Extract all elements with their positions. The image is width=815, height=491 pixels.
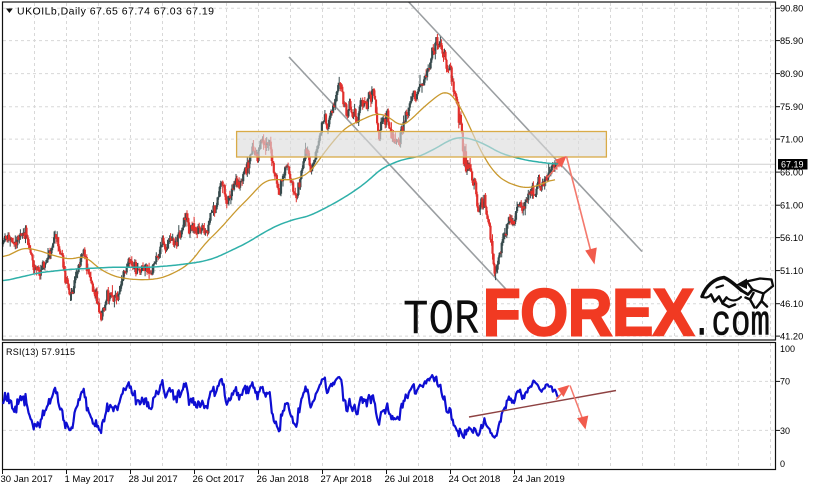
svg-text:UKOILb,Daily 67.65 67.74 67.0: UKOILb,Daily 67.65 67.74 67.03 67.19 [17, 6, 214, 18]
svg-text:67.19: 67.19 [781, 160, 804, 170]
svg-text:28 Jul 2017: 28 Jul 2017 [129, 474, 178, 485]
svg-text:24 Oct 2018: 24 Oct 2018 [449, 474, 501, 485]
svg-text:61.00: 61.00 [780, 201, 803, 211]
svg-text:85.90: 85.90 [780, 36, 803, 46]
svg-text:100: 100 [780, 344, 795, 354]
svg-text:0: 0 [780, 459, 785, 469]
svg-text:90.80: 90.80 [780, 4, 803, 14]
svg-text:80.90: 80.90 [780, 69, 803, 79]
svg-text:26 Jul 2018: 26 Jul 2018 [385, 474, 434, 485]
svg-text:26 Oct 2017: 26 Oct 2017 [193, 474, 245, 485]
svg-text:56.10: 56.10 [780, 233, 803, 243]
svg-text:TOR: TOR [403, 292, 480, 348]
svg-text:41.20: 41.20 [780, 331, 803, 341]
svg-text:27 Apr 2018: 27 Apr 2018 [321, 474, 372, 485]
svg-text:1 May 2017: 1 May 2017 [65, 474, 115, 485]
svg-text:75.90: 75.90 [780, 102, 803, 112]
svg-text:51.10: 51.10 [780, 266, 803, 276]
svg-text:24 Jan 2019: 24 Jan 2019 [513, 474, 565, 485]
svg-text:46.10: 46.10 [780, 299, 803, 309]
svg-text:66.00: 66.00 [780, 167, 803, 177]
svg-text:26 Jan 2018: 26 Jan 2018 [257, 474, 309, 485]
svg-text:RSI(13) 57.9115: RSI(13) 57.9115 [6, 347, 75, 357]
svg-text:FOREX: FOREX [483, 275, 694, 349]
svg-text:30 Jan 2017: 30 Jan 2017 [1, 474, 53, 485]
svg-text:71.00: 71.00 [780, 134, 803, 144]
svg-text:70: 70 [780, 377, 790, 387]
svg-text:30: 30 [780, 426, 790, 436]
